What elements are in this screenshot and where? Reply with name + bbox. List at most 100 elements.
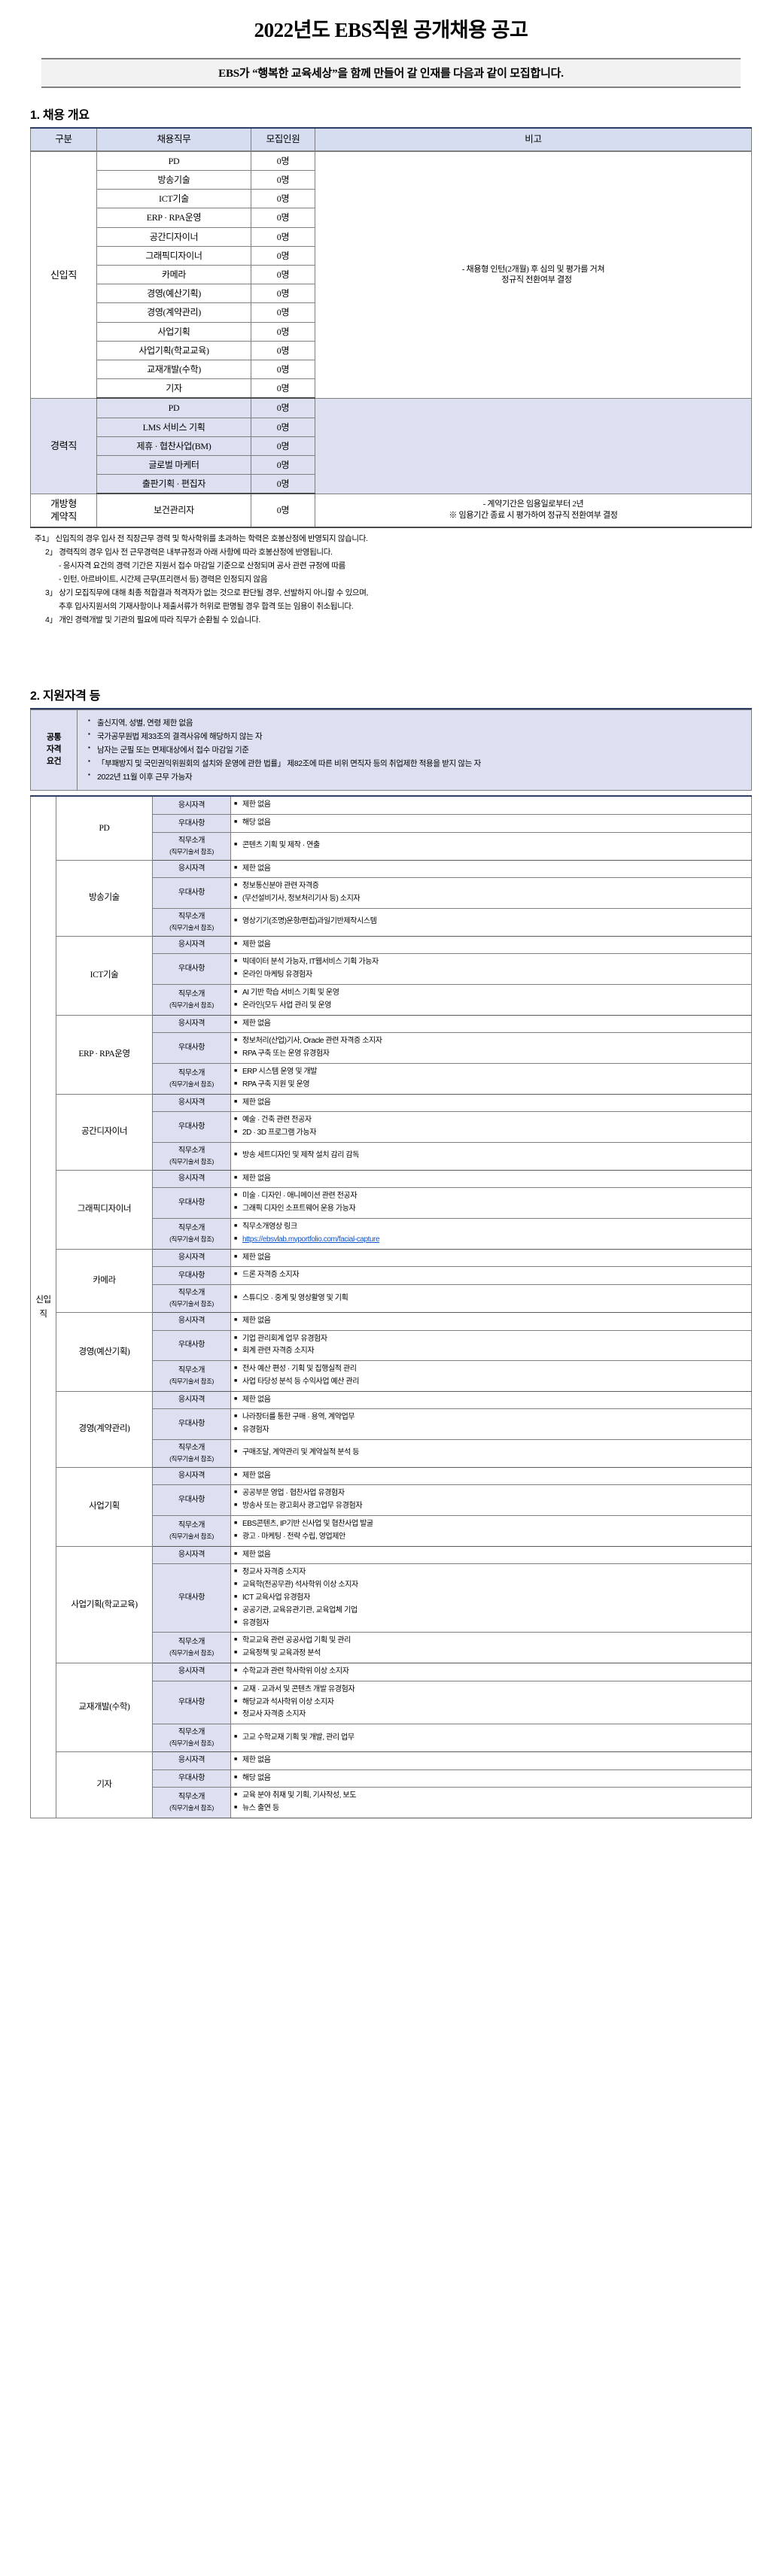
qualification-description: 제한 없음 [230, 1014, 752, 1034]
qualification-description: 고교 수학교재 기획 및 개발, 관리 업무 [230, 1724, 752, 1752]
qualification-description: 스튜디오 · 중계 및 영상활영 및 기획 [230, 1284, 752, 1313]
qualification-type-label: 직무소개 (직무기술서 참조) [152, 1141, 231, 1171]
type-label-sub: (직무기술서 참조) [169, 1378, 214, 1386]
description-list: 제한 없음 [234, 1549, 748, 1562]
section1-table-wrap: 구분 채용직무 모집인원 비고 신입직 PD 0명 - 채용형 인턴(2개월) … [0, 127, 782, 528]
common-requirements-list-cell: 출신지역, 성별, 연령 제한 없음 국가공무원법 제33조의 결격사유에 해당… [77, 709, 752, 791]
table-row: 사업기획 0명 [31, 321, 752, 342]
description-list: 빅데이터 분석 가능자, IT웹서비스 기획 가능자온라인 마케팅 유경험자 [234, 956, 748, 982]
type-label-text: 직무소개 [178, 1146, 205, 1155]
type-label-text: 응시자격 [178, 1472, 205, 1481]
qualification-job-name: 경영(예산기획) [56, 1311, 153, 1392]
type-label-text: 응시자격 [178, 1551, 205, 1560]
cell-count: 0명 [251, 454, 315, 475]
list-item: 정교사 자격증 소지자 [234, 1709, 748, 1721]
type-label-text: 우대사항 [178, 1341, 205, 1350]
type-label-text: 직무소개 [178, 989, 205, 998]
description-list: 스튜디오 · 중계 및 영상활영 및 기획 [234, 1293, 748, 1305]
description-list: AI 기반 학습 서비스 기획 및 운영온라인{모두 사업 관리 및 운영 [234, 987, 748, 1013]
type-label-sub: (직무기술서 참조) [169, 1533, 214, 1541]
cell-category-experienced: 경력직 [30, 397, 97, 494]
cell-job: LMS 서비스 기획 [96, 417, 251, 437]
qualification-type-label: 우대사항 [152, 1408, 231, 1441]
cell-count: 0명 [251, 493, 315, 528]
type-label-sub: (직무기술서 참조) [169, 1804, 214, 1812]
qualification-type-label: 직무소개 (직무기술서 참조) [152, 983, 231, 1016]
qualification-row: 사업기획(학교교육) 응시자격 제한 없음 [31, 1545, 752, 1664]
qualification-row: 우대사항 빅데이터 분석 가능자, IT웹서비스 기획 가능자온라인 마케팅 유경… [31, 953, 752, 985]
col-remark: 비고 [315, 127, 752, 152]
qualification-type-label: 응시자격 [152, 1169, 231, 1189]
type-label-sub: (직무기술서 참조) [169, 923, 214, 931]
list-item: 뉴스 출연 등 [234, 1803, 748, 1815]
list-item: 제한 없음 [234, 799, 748, 812]
list-item: 해당 없음 [234, 817, 748, 830]
description-list: 기업 관리회계 업무 유경험자회계 관련 자격증 소지자 [234, 1333, 748, 1359]
cell-remark-new: - 채용형 인턴(2개월) 후 심의 및 평가를 거쳐 정규직 전환여부 결정 [315, 150, 752, 399]
qualification-type-label: 응시자격 [152, 1466, 231, 1486]
description-list: 직무소개영상 링크https://ebsvlab.myportfolio.com… [234, 1221, 748, 1247]
description-list: 제한 없음 [234, 1754, 748, 1767]
qualification-description: 제한 없음 [230, 1751, 752, 1770]
note-item: 4」 개인 경력개발 및 기관의 필요에 따라 직무가 순환될 수 있습니다. [45, 615, 260, 625]
qualification-row: 그래픽디자이너 응시자격 제한 없음 [31, 1169, 752, 1250]
description-list: 제한 없음 [234, 1394, 748, 1407]
qualification-type-label: 응시자격 [152, 1093, 231, 1113]
qualification-type-label: 우대사항 [152, 1769, 231, 1788]
table-row: 공통 자격 요건 출신지역, 성별, 연령 제한 없음 국가공무원법 제33조의… [30, 709, 752, 791]
category-line-1: 개방형 [50, 497, 77, 509]
qualification-job-name: ERP · RPA운영 [56, 1014, 153, 1095]
description-list: 구매조달, 계약관리 및 계약실적 분석 등 [234, 1447, 748, 1460]
type-label-text: 응시자격 [178, 800, 205, 810]
cell-count: 0명 [251, 359, 315, 380]
qualification-type-label: 우대사항 [152, 1032, 231, 1064]
list-item: 해당교과 석사학위 이상 소지자 [234, 1697, 748, 1709]
qualification-type-label: 응시자격 [152, 1390, 231, 1410]
qualification-row: 직무소개 (직무기술서 참조) ERP 시스템 운영 및 개발RPA 구축 지원 및… [31, 1062, 752, 1095]
type-label-text: 직무소개 [178, 1793, 205, 1802]
cell-count: 0명 [251, 150, 315, 172]
note-item: - 인턴, 아르바이트, 시간제 근무(프리랜서 등) 경력은 인정되지 않음 [59, 574, 268, 584]
qualification-type-label: 직무소개 (직무기술서 참조) [152, 832, 231, 861]
list-item: 제한 없음 [234, 1394, 748, 1407]
note-item: 3」 상기 모집직무에 대해 최종 적합결과 적격자가 없는 것으로 판단될 경… [45, 588, 369, 598]
cell-job: 그래픽디자이너 [96, 245, 251, 266]
table-header-row: 구분 채용직무 모집인원 비고 [30, 127, 752, 152]
portfolio-link[interactable]: https://ebsvlab.myportfolio.com/facial-c… [242, 1235, 380, 1244]
cell-count: 0명 [251, 397, 315, 418]
cell-count: 0명 [251, 264, 315, 285]
qualification-job-name: 방송기술 [56, 859, 153, 937]
type-label-text: 직무소개 [178, 1366, 205, 1375]
qualification-type-label: 직무소개 (직무기술서 참조) [152, 907, 231, 937]
qualification-description: 제한 없음 [230, 1311, 752, 1331]
list-item: 제한 없음 [234, 1549, 748, 1562]
list-item: 「부패방지 및 국민권익위원회의 설치와 운영에 관한 법률」 제82조에 따른… [88, 756, 747, 770]
description-list: 영상기기(조명)운항/편집)과일기반제작시스템 [234, 916, 748, 928]
description-list: 드론 자격증 소지자 [234, 1269, 748, 1282]
table-head: 구분 채용직무 모집인원 비고 [30, 127, 752, 152]
subtitle-banner: EBS가 “행복한 교육세상”을 함께 만들어 갈 인재를 다음과 같이 모집합… [41, 58, 741, 88]
qualification-description: 방송 세트디자인 및 제작 설치 감리 감독 [230, 1141, 752, 1171]
cell-category-open-contract: 개방형 계약직 [30, 493, 97, 528]
type-label-text: 우대사항 [178, 1198, 205, 1208]
qualification-description: 예술 · 건축 관련 전공자2D · 3D 프로그램 가능자 [230, 1111, 752, 1143]
type-label-text: 응시자격 [178, 940, 205, 949]
table-row: 제휴 · 협찬사업(BM) 0명 [31, 436, 752, 456]
qualification-type-label: 우대사항 [152, 1329, 231, 1362]
cell-count: 0명 [251, 170, 315, 190]
description-list: 제한 없음 [234, 863, 748, 876]
note-item: - 응시자격 요건의 경력 기간은 지원서 접수 마감일 기준으로 산정되며 공… [59, 560, 345, 570]
type-label-text: 우대사항 [178, 1043, 205, 1053]
qualification-description: 정보통신분야 관련 자격증(무선설비기사, 정보처리기사 등) 소지자 [230, 877, 752, 909]
qualification-type-label: 직무소개 (직무기술서 참조) [152, 1360, 231, 1392]
list-item: 정교사 자격증 소지자 [234, 1566, 748, 1579]
description-list: 고교 수학교재 기획 및 개발, 관리 업무 [234, 1732, 748, 1745]
list-item: 제한 없음 [234, 1097, 748, 1110]
description-list: 방송 세트디자인 및 제작 설치 감리 감독 [234, 1150, 748, 1162]
table-row: 카메라 0명 [31, 264, 752, 285]
qualification-row: 우대사항 해당 없음 [31, 814, 752, 833]
qualification-row: 사업기획 응시자격 제한 없음 [31, 1466, 752, 1547]
list-item: EBS콘텐츠, IP기반 신사업 및 협찬사업 발굴 [234, 1518, 748, 1531]
description-list: 교재 · 교과서 및 콘텐츠 개발 유경험자해당교과 석사학위 이상 소지자정교… [234, 1684, 748, 1721]
qualification-description: 공공부문 영업 · 협찬사업 유경험자방송사 또는 광고회사 광고업무 유경험자 [230, 1484, 752, 1517]
